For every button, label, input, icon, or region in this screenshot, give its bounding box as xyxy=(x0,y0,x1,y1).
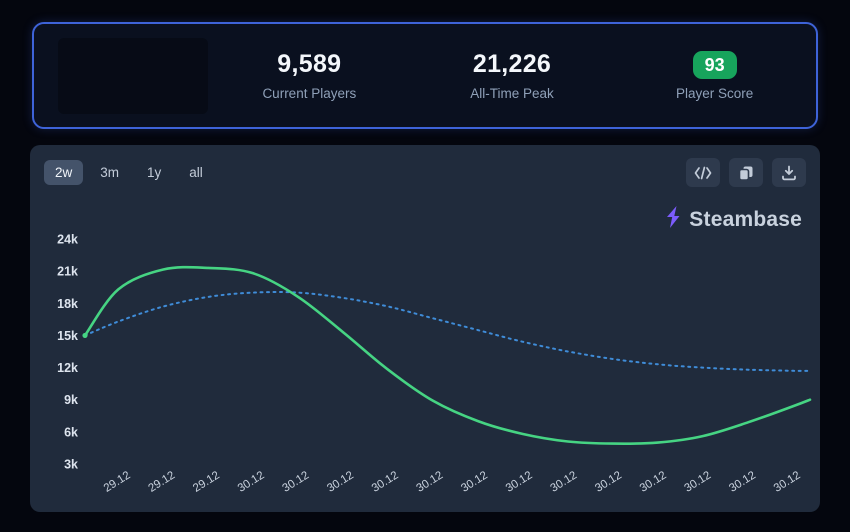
y-tick-label: 18k xyxy=(57,297,78,311)
game-stats-card: 9,589 Current Players 21,226 All-Time Pe… xyxy=(32,22,818,129)
x-tick-label: 30.12 xyxy=(772,469,803,494)
time-range-group: 2w 3m 1y all xyxy=(44,160,214,185)
x-tick-label: 30.12 xyxy=(325,469,356,494)
steambase-wordmark: Steambase xyxy=(689,207,802,231)
player-count-chart[interactable]: 24k 21k 18k 15k 12k 9k 6k 3k 29.12 29.12 29.12 30.1… xyxy=(30,145,820,512)
chart-actions-group xyxy=(686,158,806,187)
x-tick-label: 30.12 xyxy=(727,469,758,494)
x-tick-label: 29.12 xyxy=(102,469,133,494)
game-capsule-image xyxy=(58,37,208,114)
download-icon xyxy=(781,165,797,181)
x-tick-label: 30.12 xyxy=(236,469,267,494)
y-tick-label: 15k xyxy=(57,329,78,343)
player-chart-card: 2w 3m 1y all xyxy=(30,145,820,512)
stat-player-score: 93 Player Score xyxy=(613,50,816,101)
x-tick-label: 30.12 xyxy=(459,469,490,494)
range-button-3m[interactable]: 3m xyxy=(89,160,130,185)
copy-icon xyxy=(738,165,754,181)
y-tick-label: 9k xyxy=(64,393,78,407)
x-tick-label: 30.12 xyxy=(504,469,535,494)
steambase-watermark: Steambase xyxy=(663,205,802,234)
y-tick-label: 21k xyxy=(57,265,78,279)
all-time-peak-label: All-Time Peak xyxy=(470,86,554,101)
player-score-label: Player Score xyxy=(676,85,754,101)
steambase-logo-icon xyxy=(663,205,683,234)
range-button-1y[interactable]: 1y xyxy=(136,160,172,185)
y-tick-label: 3k xyxy=(64,457,78,471)
all-time-peak-value: 21,226 xyxy=(472,50,552,78)
current-players-label: Current Players xyxy=(262,86,357,101)
embed-code-icon xyxy=(694,166,712,180)
copy-button[interactable] xyxy=(729,158,763,187)
embed-code-button[interactable] xyxy=(686,158,720,187)
y-tick-label: 6k xyxy=(64,425,78,439)
current-players-value: 9,589 xyxy=(277,50,342,78)
stat-current-players: 9,589 Current Players xyxy=(208,50,411,101)
x-tick-label: 30.12 xyxy=(683,469,714,494)
range-button-2w[interactable]: 2w xyxy=(44,160,84,185)
series-line xyxy=(83,265,812,445)
x-tick-label: 30.12 xyxy=(638,469,669,494)
x-tick-label: 30.12 xyxy=(281,469,312,494)
series-line xyxy=(84,291,811,372)
range-button-all[interactable]: all xyxy=(178,160,214,185)
y-tick-label: 12k xyxy=(57,361,78,375)
series-start-dot xyxy=(82,332,88,339)
player-score-badge: 93 xyxy=(692,50,737,79)
x-tick-label: 30.12 xyxy=(370,469,401,494)
x-tick-label: 29.12 xyxy=(146,469,177,494)
chart-toolbar: 2w 3m 1y all xyxy=(44,158,806,187)
x-tick-label: 29.12 xyxy=(191,469,222,494)
x-tick-label: 30.12 xyxy=(415,469,446,494)
x-tick-label: 30.12 xyxy=(593,469,624,494)
download-button[interactable] xyxy=(772,158,806,187)
x-tick-label: 30.12 xyxy=(549,469,580,494)
stat-all-time-peak: 21,226 All-Time Peak xyxy=(411,50,614,101)
y-tick-label: 24k xyxy=(57,233,78,247)
